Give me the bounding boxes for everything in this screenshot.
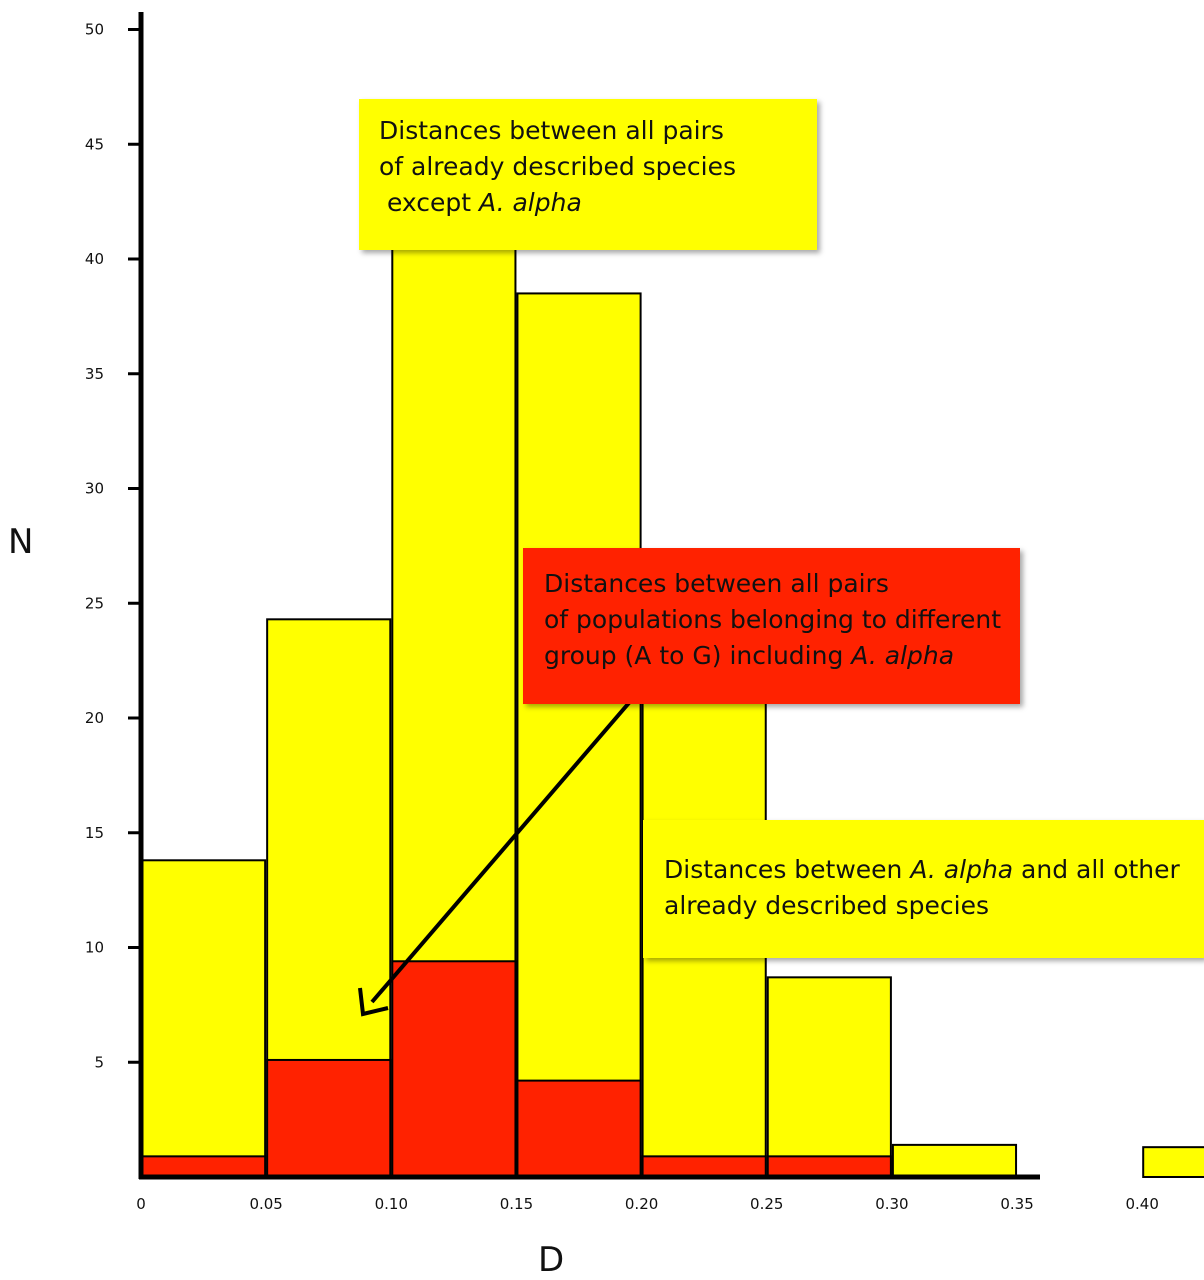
y-tick-label: 25	[85, 594, 104, 612]
bar-red	[392, 961, 515, 1177]
annotation-all-species-pairs: Distances between all pairs of already d…	[359, 99, 817, 250]
bar-red	[517, 1081, 640, 1177]
annotation-text: group (A to G) including	[544, 641, 851, 670]
x-tick-label: 0.20	[625, 1195, 658, 1213]
x-tick-label: 0.35	[1000, 1195, 1033, 1213]
annotation-line: of populations belonging to different	[544, 602, 1020, 638]
species-name: A. alpha	[851, 641, 954, 670]
x-tick-label: 0.05	[249, 1195, 282, 1213]
bar-yellow	[893, 1145, 1016, 1177]
annotation-line: Distances between all pairs	[379, 113, 817, 149]
annotation-text: Distances between	[664, 855, 910, 884]
y-tick-label: 45	[85, 135, 104, 153]
y-tick-label: 35	[85, 365, 104, 383]
y-tick-label: 40	[85, 250, 104, 268]
annotation-line: group (A to G) including A. alpha	[544, 638, 1020, 674]
x-axis-title: D	[538, 1240, 564, 1280]
y-tick-label: 10	[85, 939, 104, 957]
annotation-line: Distances between all pairs	[544, 566, 1020, 602]
bar-yellow	[1143, 1147, 1204, 1177]
annotation-line: already described species	[664, 888, 1204, 924]
bar-red	[142, 1156, 265, 1177]
y-tick-label: 20	[85, 709, 104, 727]
annotation-text: and all other	[1013, 855, 1180, 884]
bar-red	[267, 1060, 390, 1177]
x-tick-label: 0.40	[1125, 1195, 1158, 1213]
bar-red	[768, 1156, 891, 1177]
annotation-line: except A. alpha	[379, 185, 817, 221]
bar-yellow	[142, 860, 265, 1177]
x-tick-label: 0.10	[375, 1195, 408, 1213]
y-tick-label: 30	[85, 480, 104, 498]
x-tick-label: 0.15	[500, 1195, 533, 1213]
y-axis-title: N	[8, 522, 33, 562]
annotation-line: Distances between A. alpha and all other	[664, 852, 1204, 888]
x-tick-label: 0.25	[750, 1195, 783, 1213]
x-tick-label: 0	[136, 1195, 146, 1213]
annotation-alpha-distances: Distances between A. alpha and all other…	[643, 820, 1204, 958]
annotation-text: except	[379, 188, 479, 217]
y-tick-label: 5	[94, 1053, 104, 1071]
y-ticks: 5 10 15 20 25 30 35 40 45 50	[85, 21, 141, 1072]
species-name: A. alpha	[910, 855, 1013, 884]
species-name: A. alpha	[479, 188, 582, 217]
x-tick-label: 0.30	[875, 1195, 908, 1213]
x-ticks: 00.050.100.150.200.250.300.350.400.450.5…	[136, 1195, 1204, 1213]
y-tick-label: 50	[85, 21, 104, 39]
bar-red	[643, 1156, 766, 1177]
annotation-line: of already described species	[379, 149, 817, 185]
y-tick-label: 15	[85, 824, 104, 842]
bar-yellow	[768, 977, 891, 1177]
annotation-population-pairs: Distances between all pairs of populatio…	[523, 548, 1020, 704]
bar-yellow	[517, 293, 640, 1177]
